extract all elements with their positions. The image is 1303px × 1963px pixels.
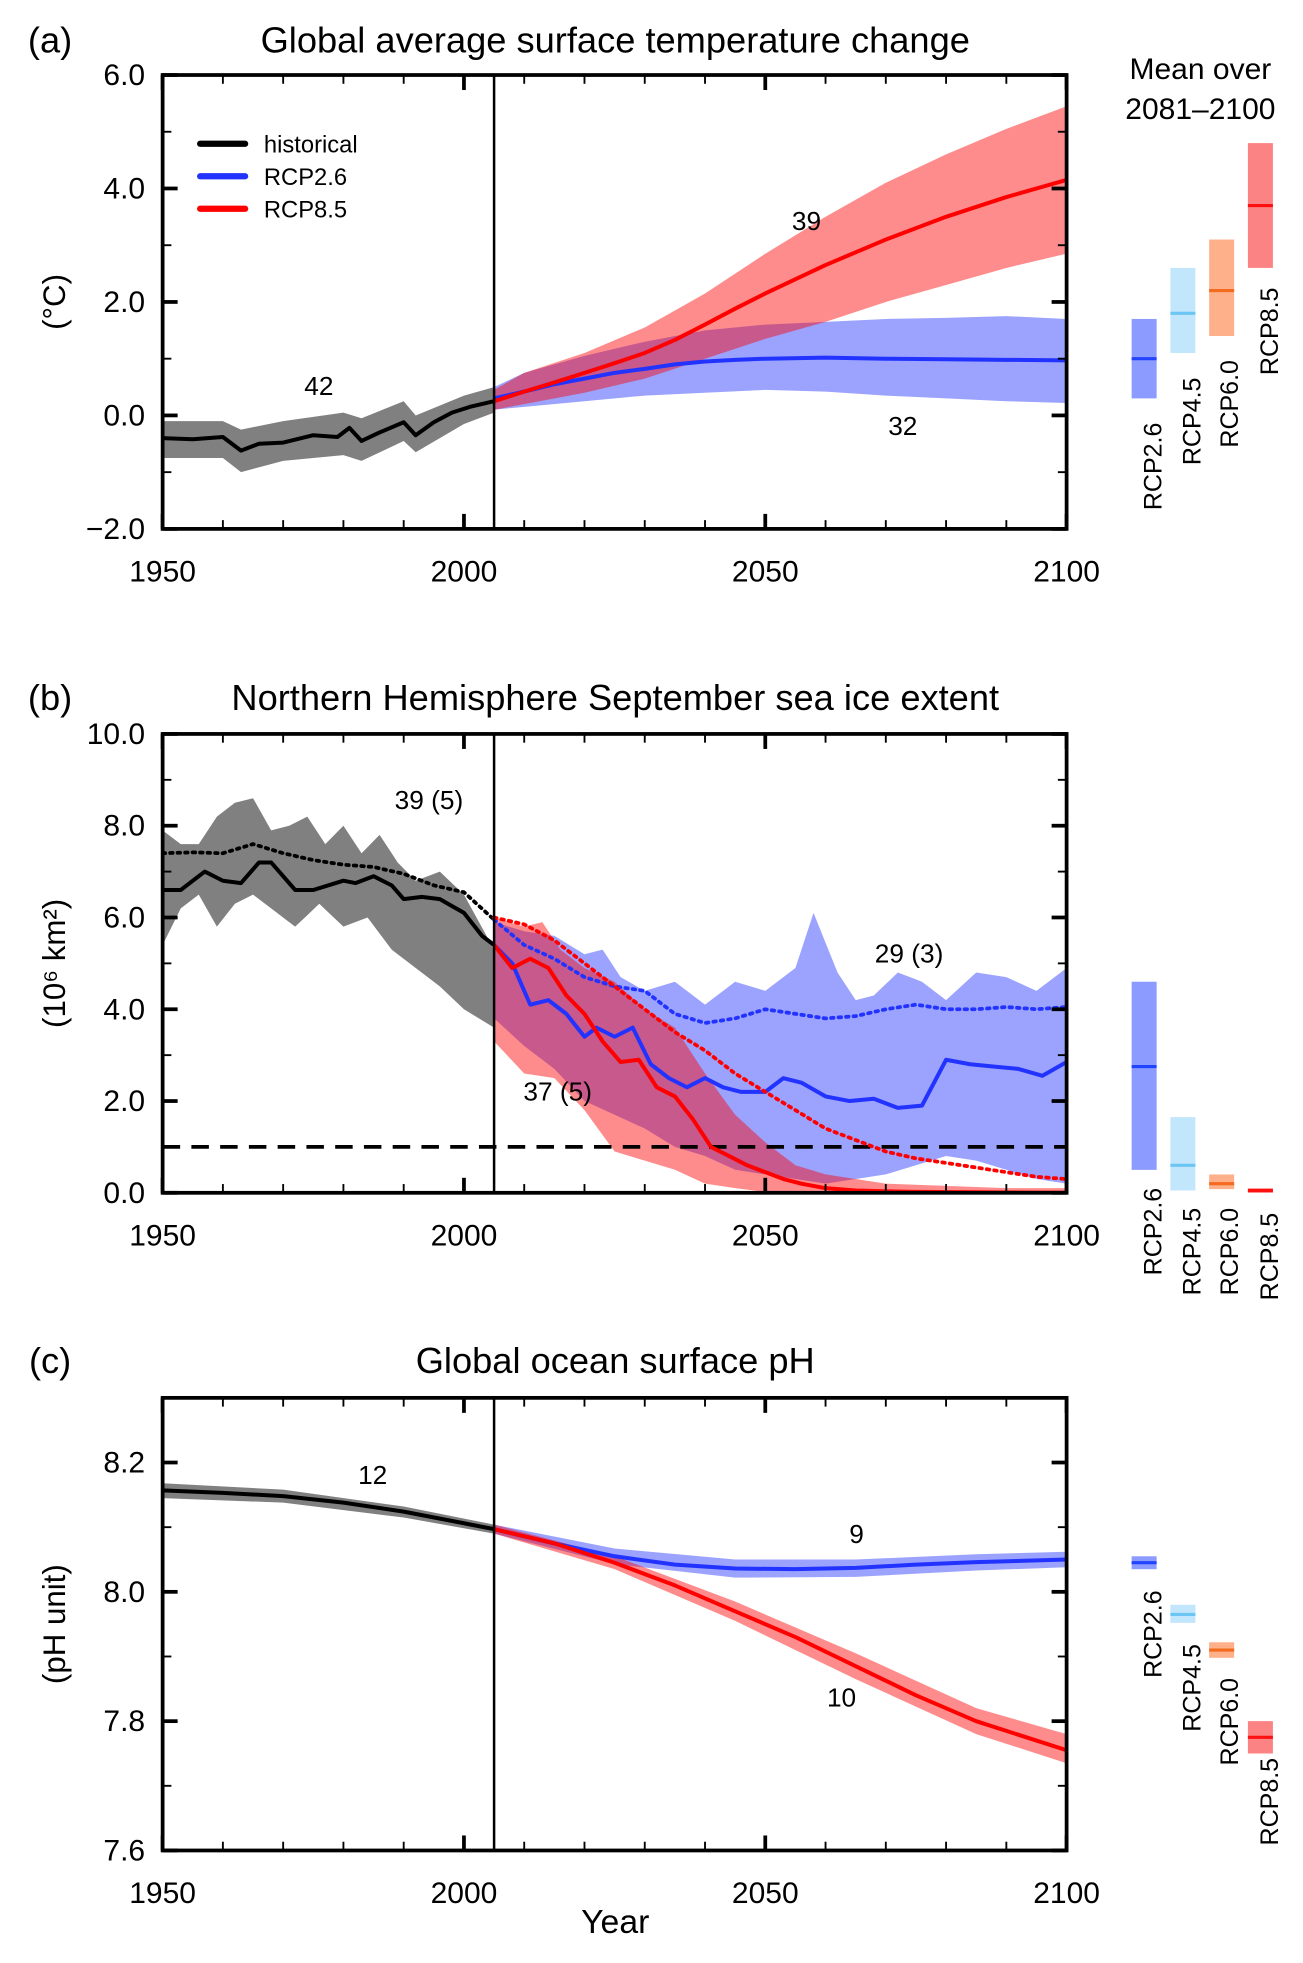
model-count-label: 12 <box>358 1460 387 1490</box>
y-tick-label: 4.0 <box>103 172 145 205</box>
side-header-line-2: 2081–2100 <box>1125 93 1275 126</box>
y-tick-label: 0.0 <box>103 399 145 432</box>
y-tick-label: 8.2 <box>103 1447 145 1480</box>
y-tick-label: 10.0 <box>87 718 145 751</box>
side-bar-label: RCP6.0 <box>1216 360 1244 448</box>
uncertainty-band-rcp85 <box>494 917 1067 1193</box>
side-bar-label: RCP2.6 <box>1140 423 1168 511</box>
side-bar-label: RCP2.6 <box>1140 1188 1168 1276</box>
y-tick-label: 7.6 <box>103 1834 145 1867</box>
model-count-label: 42 <box>304 371 333 401</box>
mean-line-rcp26 <box>492 943 1067 1110</box>
panel-letter: (a) <box>28 20 72 61</box>
x-tick-label: 2050 <box>732 555 799 588</box>
mean-line-rcp85 <box>493 177 1067 404</box>
side-range-bar-rcp60 <box>1209 1174 1235 1190</box>
mean-line-historical <box>162 399 495 453</box>
uncertainty-band-rcp85 <box>494 106 1067 410</box>
x-tick-label: 1950 <box>129 555 196 588</box>
uncertainty-band-rcp85 <box>494 1524 1067 1764</box>
x-tick-label: 1950 <box>129 1219 196 1252</box>
x-tick-label: 2000 <box>431 1877 498 1910</box>
mean-line-rcp85 <box>492 943 1067 1193</box>
y-tick-label: −2.0 <box>86 513 145 546</box>
chart-title: Global average surface temperature chang… <box>261 20 970 61</box>
side-bar-label: RCP2.6 <box>1140 1590 1168 1678</box>
x-tick-label: 2000 <box>431 555 498 588</box>
plot-area <box>162 106 1067 473</box>
y-tick-label: 6.0 <box>103 901 145 934</box>
side-bar-label: RCP6.0 <box>1216 1208 1244 1296</box>
plot-area <box>162 1483 1067 1764</box>
mean-line-rcp85 <box>493 1527 1067 1753</box>
y-tick-label: 2.0 <box>103 286 145 319</box>
y-tick-label: 8.0 <box>103 1576 145 1609</box>
side-bar-label: RCP8.5 <box>1256 1213 1284 1301</box>
side-bar-label: RCP4.5 <box>1178 1644 1206 1732</box>
mean-line-rcp26 <box>493 355 1067 401</box>
model-count-label: 39 <box>792 206 821 236</box>
side-bar-label: RCP8.5 <box>1256 1758 1284 1846</box>
side-bar-label: RCP4.5 <box>1178 378 1206 466</box>
model-count-label: 9 <box>849 1519 864 1549</box>
model-count-label: 39 (5) <box>395 785 464 815</box>
y-tick-label: 4.0 <box>103 993 145 1026</box>
y-tick-label: 0.0 <box>103 1177 145 1210</box>
side-range-bar-rcp60 <box>1209 239 1235 336</box>
x-tick-label: 2100 <box>1033 1219 1100 1252</box>
side-header-line-1: Mean over <box>1130 53 1272 86</box>
x-tick-label: 2000 <box>431 1219 498 1252</box>
model-count-label: 29 (3) <box>875 939 944 969</box>
legend-label: RCP2.6 <box>264 164 347 191</box>
side-bar-label: RCP4.5 <box>1178 1208 1206 1296</box>
subset-mean-line-rcp26 <box>492 917 1067 1025</box>
x-tick-label: 2100 <box>1033 1877 1100 1910</box>
side-bar-label: RCP6.0 <box>1216 1678 1244 1766</box>
y-tick-label: 8.0 <box>103 810 145 843</box>
mean-line-rcp26 <box>493 1527 1067 1572</box>
model-count-label: 32 <box>888 411 917 441</box>
x-axis-label: Year <box>581 1903 649 1941</box>
x-tick-label: 1950 <box>129 1877 196 1910</box>
y-axis-label: (°C) <box>37 274 72 330</box>
y-axis-label: (pH unit) <box>37 1564 72 1684</box>
chart-title: Northern Hemisphere September sea ice ex… <box>231 677 999 718</box>
panel-c: (c) Global ocean surface pH (pH unit) 12 9 10… <box>29 1340 1284 1910</box>
panel-letter: (b) <box>28 677 72 718</box>
subset-mean-line-rcp85 <box>492 915 1067 1181</box>
chart-title: Global ocean surface pH <box>416 1340 815 1381</box>
x-tick-label: 2050 <box>732 1877 799 1910</box>
side-range-bar-rcp45 <box>1170 1117 1196 1191</box>
model-count-label: 10 <box>827 1683 856 1713</box>
panel-a: (a) Global average surface temperature ch… <box>28 20 1284 589</box>
y-tick-label: 6.0 <box>103 59 145 92</box>
model-count-label: 37 (5) <box>523 1076 592 1106</box>
subset-mean-line-historical <box>162 842 496 922</box>
y-tick-label: 2.0 <box>103 1085 145 1118</box>
x-tick-label: 2050 <box>732 1219 799 1252</box>
panel-letter: (c) <box>29 1340 71 1381</box>
side-range-bar-rcp26 <box>1131 981 1157 1170</box>
x-tick-label: 2100 <box>1033 555 1100 588</box>
side-range-bar-rcp45 <box>1170 267 1196 354</box>
legend-label: historical <box>264 132 358 159</box>
uncertainty-band-historical <box>162 798 495 1028</box>
mean-line-historical <box>162 1488 495 1532</box>
plot-area <box>162 798 1067 1193</box>
mean-line-historical <box>162 860 496 947</box>
uncertainty-band-rcp26 <box>494 316 1067 410</box>
y-axis-label: (10⁶ km²) <box>37 899 72 1028</box>
plot-frame <box>160 1395 1069 1853</box>
legend-label: RCP8.5 <box>264 197 347 224</box>
uncertainty-band-rcp26 <box>494 912 1067 1184</box>
y-tick-label: 7.8 <box>103 1705 145 1738</box>
panel-b: (b) Northern Hemisphere September sea ice… <box>28 677 1284 1300</box>
side-bar-label: RCP8.5 <box>1256 288 1284 376</box>
